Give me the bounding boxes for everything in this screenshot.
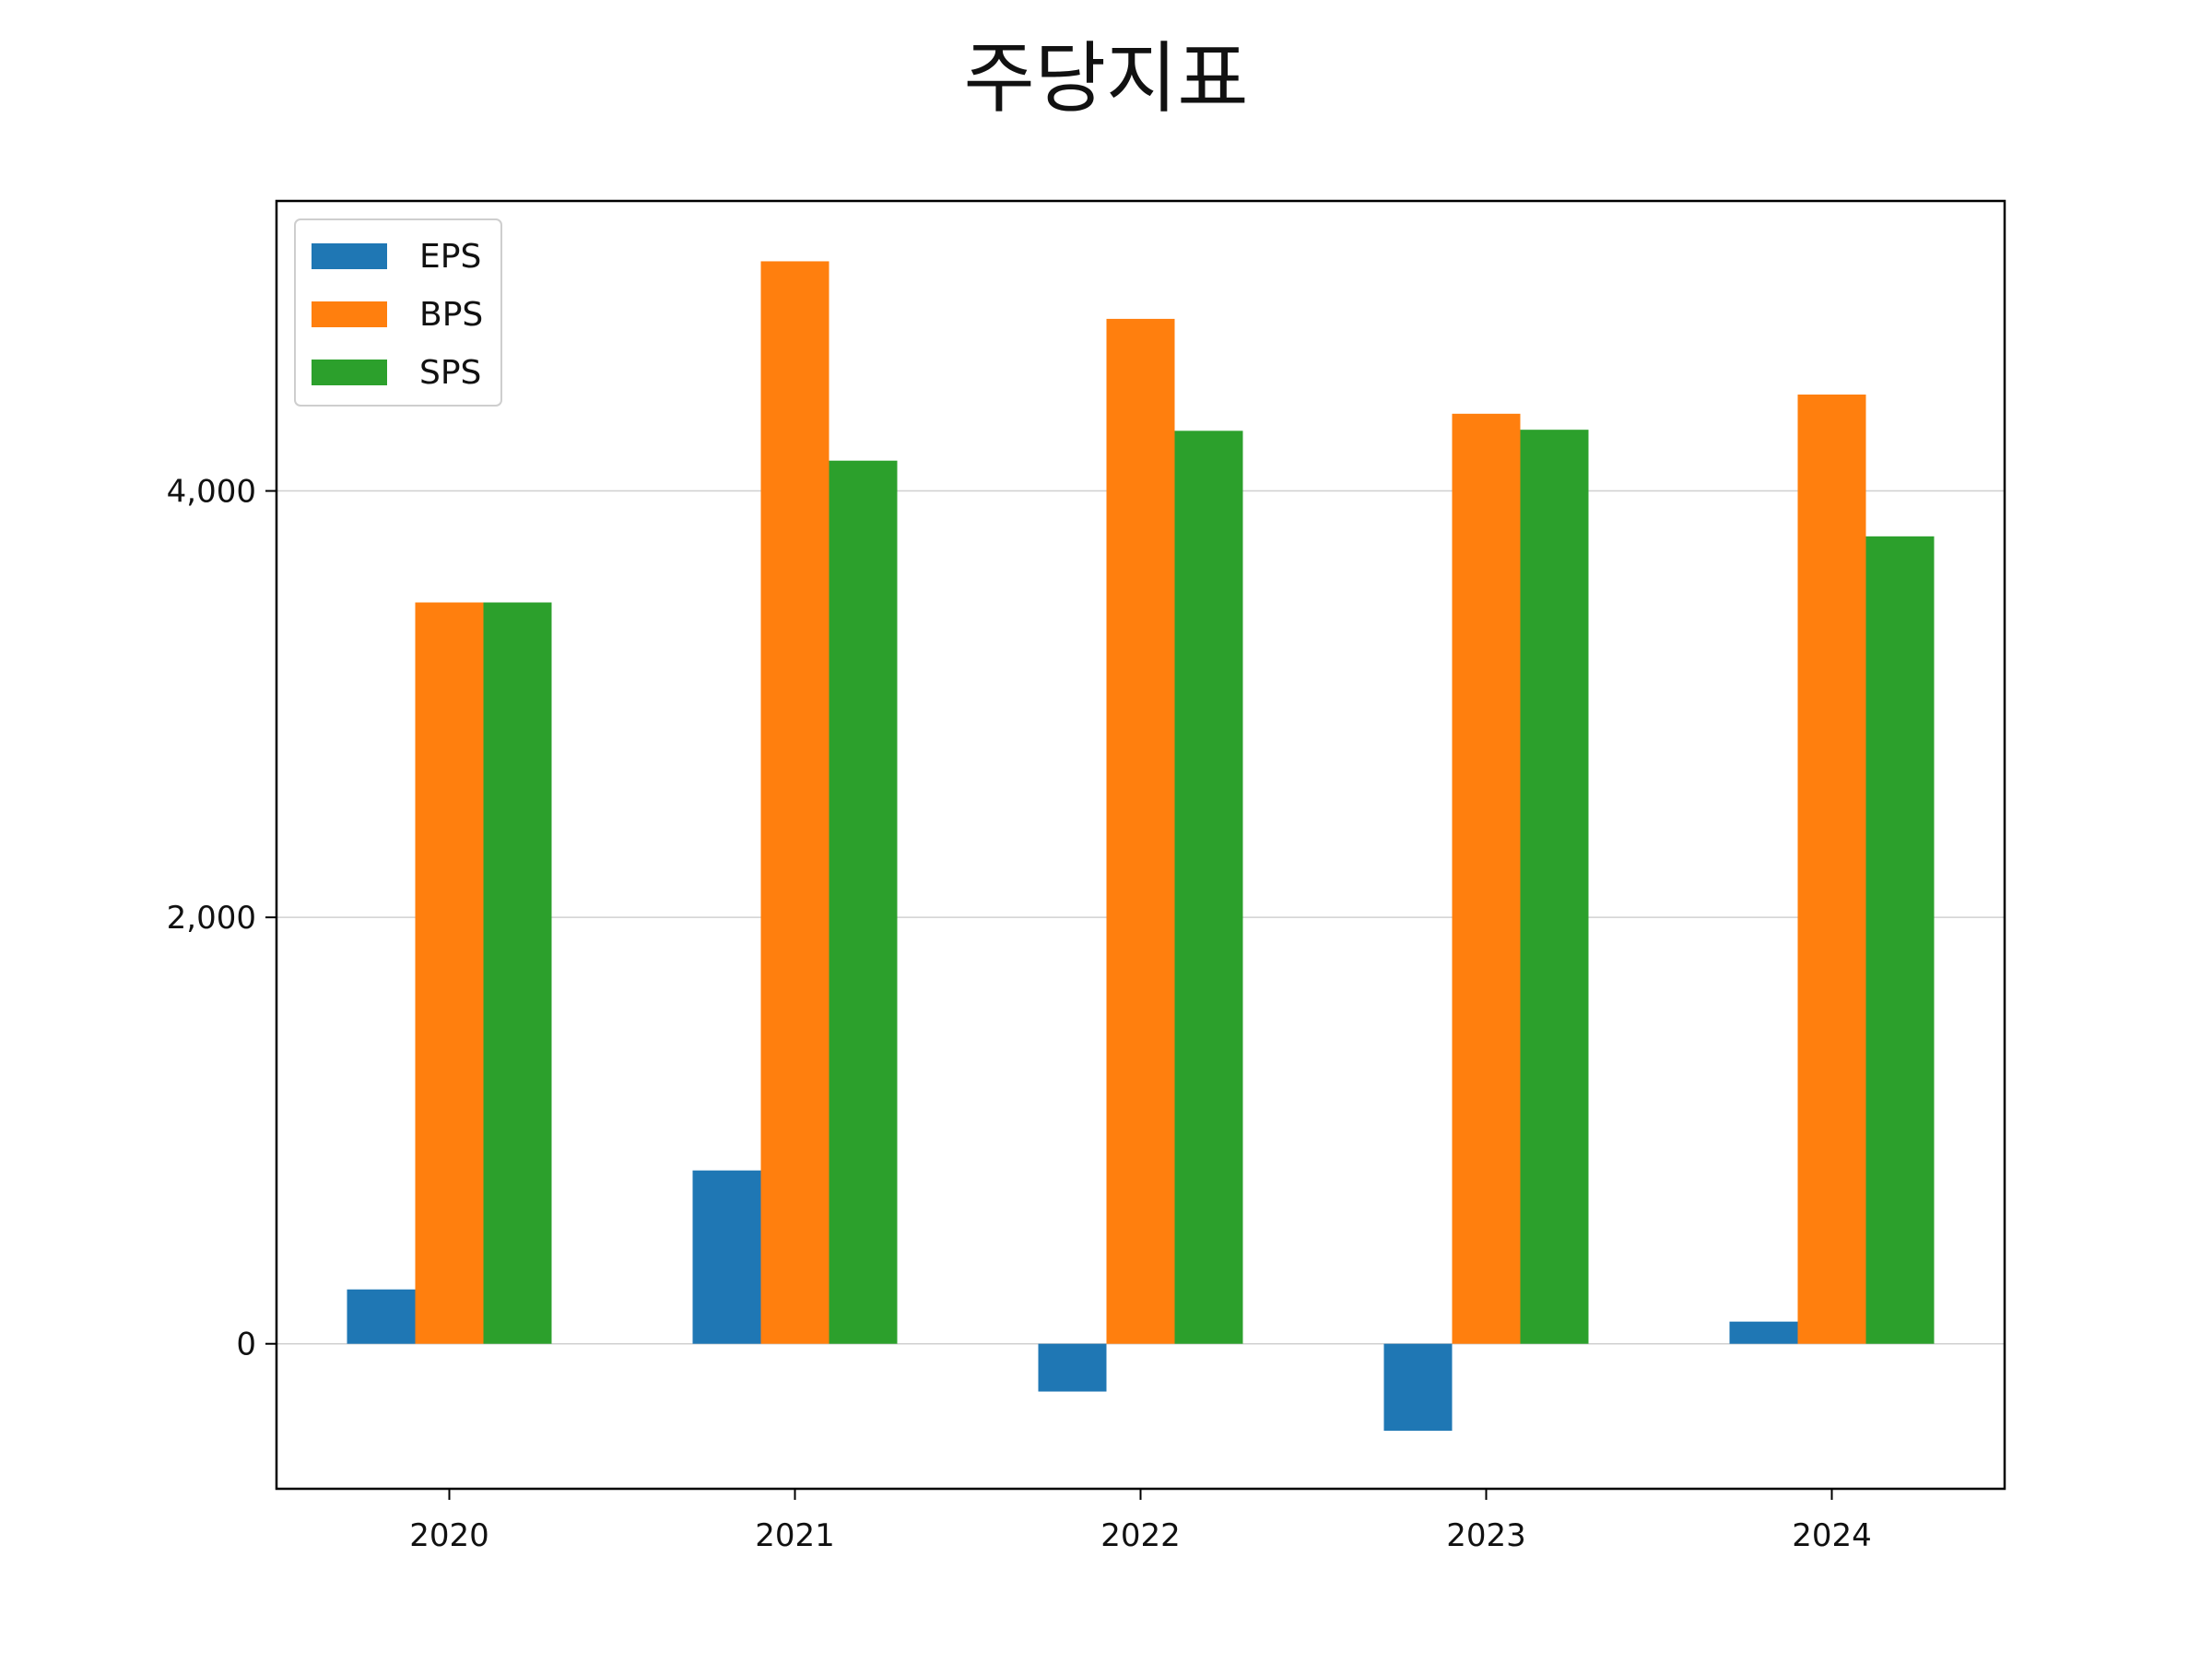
bar-sps-2021	[829, 460, 898, 1344]
legend-label-sps: SPS	[419, 354, 481, 392]
legend-label-bps: BPS	[419, 296, 483, 334]
y-tick-label-2: 4,000	[167, 474, 256, 511]
bar-sps-2020	[483, 602, 552, 1344]
bar-eps-2021	[692, 1170, 761, 1344]
x-tick-label-2023: 2023	[1446, 1517, 1526, 1554]
chart-title: 주당지표	[963, 33, 1249, 124]
bar-eps-2022	[1038, 1343, 1107, 1392]
bar-bps-2021	[760, 261, 830, 1344]
bar-bps-2024	[1797, 395, 1866, 1344]
x-tick-label-2021: 2021	[755, 1517, 835, 1554]
bar-eps-2024	[1729, 1321, 1798, 1344]
bar-sps-2022	[1174, 430, 1243, 1344]
bar-sps-2023	[1520, 430, 1589, 1344]
y-tick-label-1: 2,000	[167, 900, 256, 937]
legend-swatch-eps	[312, 243, 387, 269]
bar-eps-2023	[1383, 1343, 1453, 1432]
bar-bps-2022	[1106, 318, 1175, 1344]
bar-eps-2020	[347, 1289, 416, 1344]
bar-bps-2020	[415, 602, 484, 1344]
legend-label-eps: EPS	[419, 238, 481, 276]
legend-swatch-sps	[312, 360, 387, 385]
x-tick-label-2022: 2022	[1100, 1517, 1181, 1554]
bar-bps-2023	[1452, 413, 1521, 1344]
y-tick-label-0: 0	[236, 1327, 256, 1363]
bar-sps-2024	[1865, 536, 1935, 1344]
legend-swatch-bps	[312, 301, 387, 327]
x-tick-label-2024: 2024	[1792, 1517, 1872, 1554]
x-tick-label-2020: 2020	[409, 1517, 489, 1554]
